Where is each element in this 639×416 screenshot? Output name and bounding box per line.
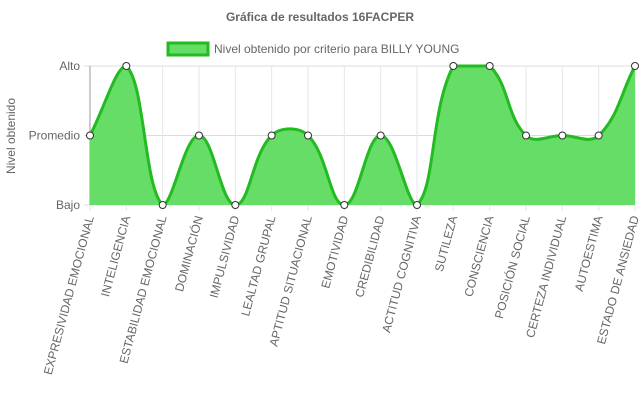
- point: [485, 62, 494, 70]
- x-tick-label: ACTITUD COGNITIVA: [379, 214, 424, 334]
- legend-swatch: [166, 41, 210, 57]
- point: [231, 201, 240, 209]
- point: [594, 131, 603, 140]
- x-tick-label: DOMINACIÓN: [171, 214, 206, 293]
- point: [195, 131, 203, 140]
- x-tick-label: LEALTAD GRUPAL: [238, 214, 278, 318]
- point: [304, 131, 312, 140]
- y-tick-label: Alto: [59, 59, 80, 73]
- x-tick-label: SUTILEZA: [432, 214, 460, 273]
- y-tick-label: Bajo: [56, 198, 80, 212]
- x-tick-label: CONSCIENCIA: [461, 214, 496, 298]
- x-tick-label: AUTOESTIMA: [572, 214, 606, 293]
- y-tick-label: Promedio: [29, 129, 81, 143]
- point: [631, 62, 639, 70]
- point: [376, 131, 385, 140]
- point: [558, 131, 567, 140]
- legend-label: Nivel obtenido por criterio para BILLY Y…: [214, 42, 459, 56]
- point: [122, 62, 131, 70]
- point: [267, 131, 276, 140]
- point: [449, 62, 458, 70]
- y-axis-title: Nivel obtenido: [4, 98, 18, 174]
- x-tick-label: CREDIBILIDAD: [352, 214, 387, 299]
- x-tick-label: INTELIGENCIA: [98, 214, 133, 298]
- point: [413, 201, 421, 209]
- point: [158, 201, 167, 209]
- x-tick-label: POSICIÓN SOCIAL: [491, 214, 533, 321]
- x-tick-label: EXPRESIVIDAD EMOCIONAL: [41, 214, 97, 376]
- chart-title: Gráfica de resultados 16FACPER: [226, 10, 414, 24]
- point: [86, 131, 94, 140]
- line: [88, 64, 637, 207]
- x-tick-label: IMPULSIVIDAD: [207, 214, 243, 300]
- x-tick-label: EMOTIVIDAD: [318, 214, 351, 290]
- point: [340, 201, 349, 209]
- x-tick-label: CERTEZA INDIVIDUAL: [523, 214, 569, 339]
- area: [90, 66, 635, 205]
- point: [522, 131, 530, 140]
